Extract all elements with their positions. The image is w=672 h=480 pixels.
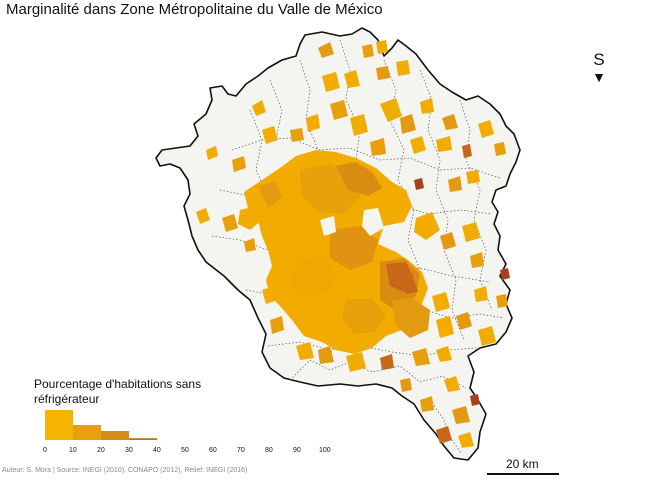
source-credit: Auteur: S. Mora | Source: INEGI (2010), …: [2, 467, 248, 474]
legend-tick-label: 60: [209, 447, 217, 454]
scale-label: 20 km: [506, 457, 539, 471]
legend-tick-label: 0: [43, 447, 47, 454]
legend-tick-label: 90: [293, 447, 301, 454]
legend-title: Pourcentage d'habitations sans réfrigéra…: [34, 377, 202, 406]
scale-bar: [487, 473, 559, 475]
map-title: Marginalité dans Zone Métropolitaine du …: [6, 1, 383, 18]
legend-tick-label: 40: [153, 447, 161, 454]
north-letter: S: [593, 50, 605, 69]
urban-areas-layer: [196, 40, 510, 448]
legend-tick-label: 100: [319, 447, 331, 454]
north-arrow-icon: ▼: [592, 69, 606, 85]
legend-tick-label: 50: [181, 447, 189, 454]
legend-tick-label: 70: [237, 447, 245, 454]
legend-tick-label: 10: [69, 447, 77, 454]
legend-tick-label: 20: [97, 447, 105, 454]
legend-tick-label: 80: [265, 447, 273, 454]
north-indicator: S ▼: [588, 50, 610, 84]
legend-tick-label: 30: [125, 447, 133, 454]
